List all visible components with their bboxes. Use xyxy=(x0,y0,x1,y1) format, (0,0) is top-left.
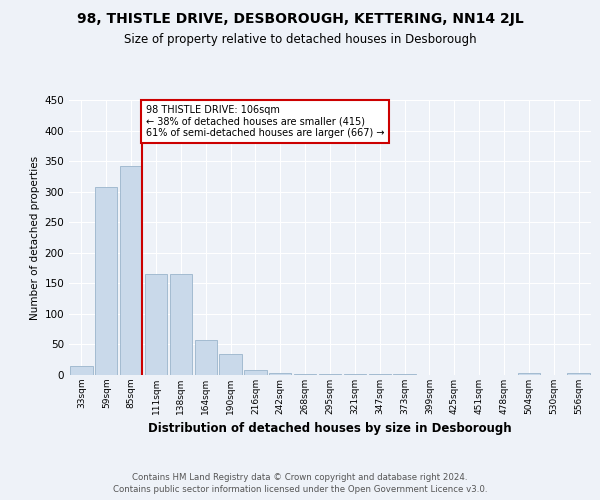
Bar xyxy=(568,373,590,375)
Bar xyxy=(294,374,316,375)
Text: Contains HM Land Registry data © Crown copyright and database right 2024.: Contains HM Land Registry data © Crown c… xyxy=(132,472,468,482)
Bar xyxy=(170,274,192,375)
Y-axis label: Number of detached properties: Number of detached properties xyxy=(30,156,40,320)
Bar xyxy=(394,374,416,375)
Text: 98, THISTLE DRIVE, DESBOROUGH, KETTERING, NN14 2JL: 98, THISTLE DRIVE, DESBOROUGH, KETTERING… xyxy=(77,12,523,26)
Text: 98 THISTLE DRIVE: 106sqm
← 38% of detached houses are smaller (415)
61% of semi-: 98 THISTLE DRIVE: 106sqm ← 38% of detach… xyxy=(146,105,385,138)
Text: Contains public sector information licensed under the Open Government Licence v3: Contains public sector information licen… xyxy=(113,485,487,494)
Bar xyxy=(194,340,217,375)
Bar xyxy=(120,166,142,375)
Bar xyxy=(220,354,242,375)
Bar xyxy=(95,188,118,375)
Bar xyxy=(344,374,366,375)
Bar xyxy=(319,374,341,375)
Text: Size of property relative to detached houses in Desborough: Size of property relative to detached ho… xyxy=(124,32,476,46)
Bar xyxy=(70,366,92,375)
Bar xyxy=(145,274,167,375)
Bar xyxy=(368,374,391,375)
Bar xyxy=(518,372,540,375)
X-axis label: Distribution of detached houses by size in Desborough: Distribution of detached houses by size … xyxy=(148,422,512,436)
Bar xyxy=(244,370,266,375)
Bar xyxy=(269,373,292,375)
